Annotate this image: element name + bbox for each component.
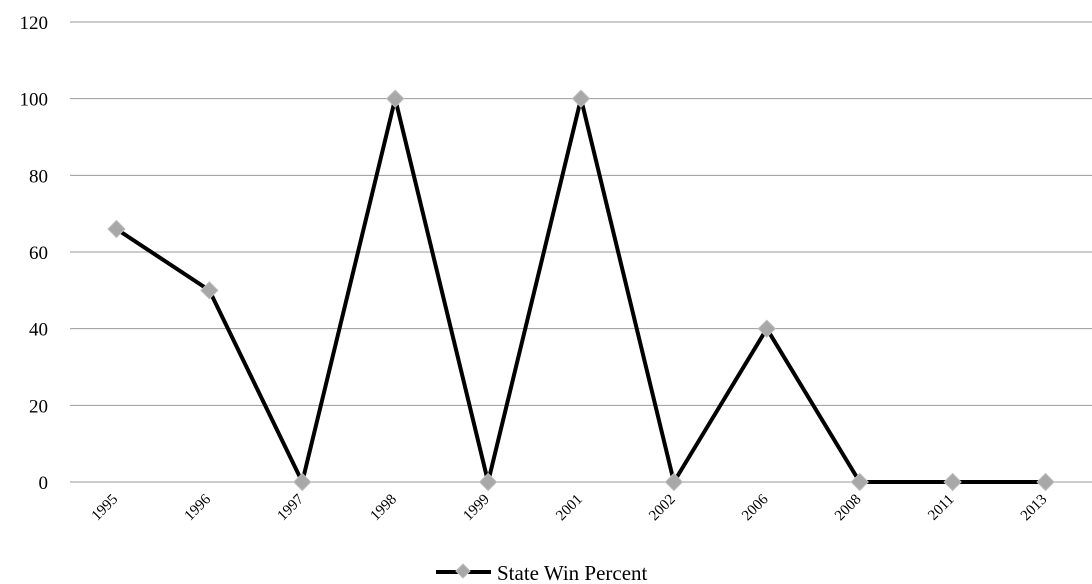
- legend-marker-swatch: [455, 563, 471, 579]
- x-tick-label: 1995: [89, 492, 122, 525]
- data-point: [107, 219, 126, 239]
- x-tick-label: 2008: [832, 492, 865, 525]
- data-point: [757, 319, 777, 338]
- y-axis-ticks: 0 20 40 60 80 100 120: [20, 13, 49, 494]
- data-point: [664, 472, 684, 492]
- x-tick-label: 2013: [1018, 492, 1051, 525]
- x-tick-label: 2006: [739, 491, 772, 524]
- y-tick-label: 60: [29, 243, 48, 264]
- y-tick-label: 80: [29, 166, 48, 187]
- legend: State Win Percent: [436, 561, 648, 584]
- legend-label: State Win Percent: [497, 561, 648, 584]
- series-group: [107, 89, 1055, 492]
- x-tick-label: 1996: [182, 491, 215, 524]
- x-tick-label: 1998: [367, 492, 400, 525]
- y-tick-label: 20: [29, 396, 48, 417]
- x-tick-label: 1999: [460, 492, 493, 525]
- y-tick-label: 120: [20, 13, 49, 34]
- data-point: [850, 472, 869, 492]
- x-tick-label: 2001: [553, 492, 586, 525]
- data-point: [200, 281, 219, 300]
- y-tick-label: 100: [20, 90, 49, 111]
- x-axis-ticks: 1995 1996 1997 1998 1999 2001 2002 2006 2008 2011…: [89, 491, 1051, 524]
- y-tick-label: 0: [39, 473, 49, 494]
- data-point: [478, 472, 498, 492]
- data-point: [385, 89, 405, 108]
- x-tick-label: 2011: [925, 492, 957, 524]
- x-tick-label: 1997: [275, 491, 308, 524]
- data-point: [571, 89, 591, 108]
- x-tick-label: 2002: [646, 492, 679, 525]
- data-point: [293, 472, 312, 492]
- data-point: [943, 472, 962, 492]
- data-point: [1036, 472, 1055, 492]
- series-line-0: [115, 98, 1046, 488]
- y-tick-label: 40: [29, 320, 48, 341]
